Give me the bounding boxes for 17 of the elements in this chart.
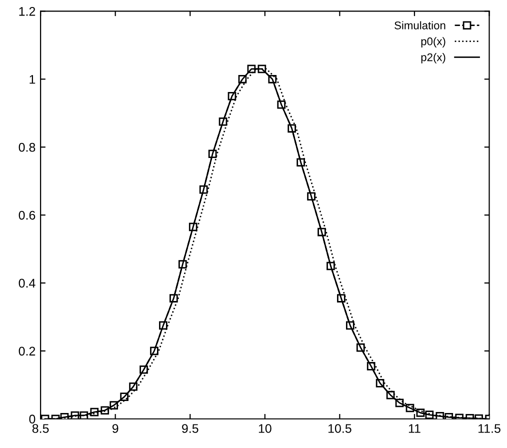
x-tick-label: 9.5 (182, 424, 198, 433)
x-tick-label: 11.5 (478, 424, 500, 433)
x-tick-label: 10 (258, 424, 272, 433)
x-tick-label: 9 (112, 424, 118, 433)
x-tick-label: 11 (408, 424, 420, 433)
x-tick-label: 8.5 (32, 424, 49, 433)
x-tick-label: 10.5 (328, 424, 352, 433)
y-tick-label: 0.2 (18, 346, 36, 356)
legend-label: Simulation (394, 21, 446, 30)
y-tick-label: 1.2 (19, 7, 36, 16)
y-tick-label: 0.4 (18, 278, 36, 288)
legend-label: p0(x) (421, 37, 446, 48)
y-tick-label: 1 (30, 75, 36, 84)
legend-label: p2(x) (421, 53, 446, 64)
y-tick-label: 0 (29, 414, 36, 424)
y-tick-label: 0.8 (18, 142, 36, 152)
y-tick-label: 0.6 (18, 210, 36, 220)
